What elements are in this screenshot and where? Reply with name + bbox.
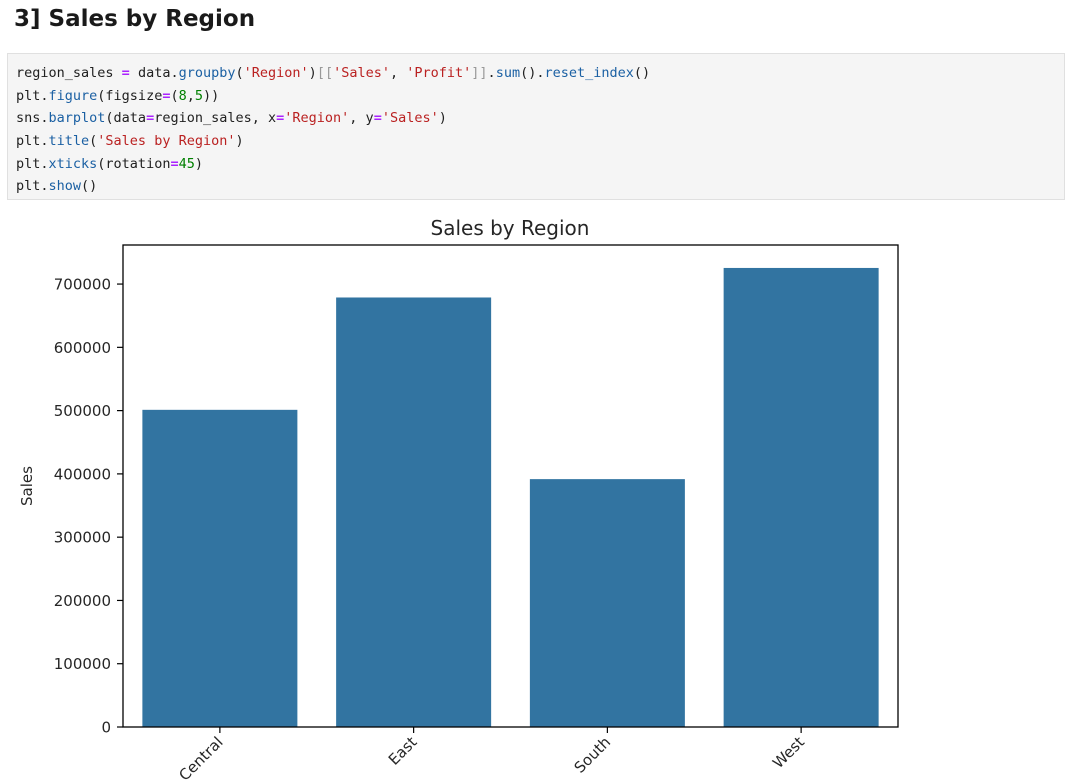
code-token: plt. (16, 133, 49, 150)
code-token: sum (495, 65, 521, 81)
code-token: plt. (16, 155, 49, 172)
code-token: 45 (178, 155, 195, 172)
code-line: plt.title('Sales by Region') (16, 130, 1064, 153)
x-tick-label: South (571, 733, 615, 777)
code-line: plt.xticks(rotation=45) (16, 153, 1064, 176)
y-tick-label: 700000 (54, 276, 111, 294)
code-token: ) (438, 110, 447, 127)
y-tick-label: 0 (101, 719, 111, 737)
code-line: sns.barplot(data=region_sales, x='Region… (16, 107, 1064, 130)
code-token: 'Sales' (381, 110, 439, 127)
x-tick-label: West (769, 733, 808, 772)
code-token: , (186, 87, 195, 104)
bar-west (723, 267, 879, 727)
code-token: (figsize (97, 87, 163, 104)
code-token: region_sales (16, 65, 122, 81)
code-token: show (48, 178, 82, 195)
code-token: () (81, 178, 98, 195)
code-token: 'Sales by Region' (97, 133, 236, 150)
code-token: ( (235, 65, 244, 81)
code-token: ) (308, 65, 317, 81)
code-token: , y (349, 110, 374, 127)
y-tick-label: 400000 (54, 465, 111, 483)
code-line: plt.figure(figsize=(8,5)) (16, 85, 1064, 108)
code-token: groupby (178, 65, 236, 81)
bar-east (336, 297, 492, 727)
code-token: ) (194, 155, 203, 172)
y-tick-label: 100000 (54, 655, 111, 673)
code-token: data. (129, 65, 179, 81)
code-line: plt.show() (16, 175, 1064, 198)
code-token: ) (235, 133, 244, 150)
y-axis-label: Sales (18, 466, 36, 506)
code-token: = (162, 87, 171, 104)
code-token: plt. (16, 178, 49, 195)
code-token: (data (105, 110, 147, 127)
code-line: region_sales = data.groupby('Region')[['… (16, 62, 1064, 85)
code-token: ( (170, 87, 179, 104)
code-token: = (170, 155, 179, 172)
axes-frame (122, 244, 899, 728)
code-token: ( (89, 133, 98, 150)
code-token: (). (520, 65, 545, 81)
code-token: reset_index (544, 65, 634, 81)
code-token: 'Profit' (406, 65, 472, 81)
bar-central (142, 409, 298, 727)
section-heading: 3] Sales by Region (14, 6, 256, 32)
code-token: = (373, 110, 382, 127)
y-tick-label: 200000 (54, 592, 111, 610)
code-token: , (389, 65, 407, 81)
code-token: () (633, 65, 651, 81)
code-token: 'Region' (284, 110, 350, 127)
code-token: sns. (16, 110, 49, 127)
y-tick-label: 500000 (54, 402, 111, 420)
code-token: 8 (178, 87, 187, 104)
code-token: title (48, 133, 90, 150)
bar-south (529, 479, 685, 727)
code-token: 'Region' (243, 65, 309, 81)
code-token: . (487, 65, 496, 81)
code-token: = (121, 65, 130, 81)
code-token: )) (203, 87, 220, 104)
code-token: ]] (471, 65, 488, 81)
code-token: [[ (316, 65, 334, 81)
code-token: xticks (48, 155, 98, 172)
code-token: region_sales, x (154, 110, 277, 127)
code-token: = (146, 110, 155, 127)
chart-title: Sales by Region (431, 216, 590, 240)
code-token: = (276, 110, 285, 127)
code-token: plt. (16, 87, 49, 104)
code-token: (rotation (97, 155, 171, 172)
code-token: 'Sales' (333, 65, 390, 81)
y-tick-label: 300000 (54, 529, 111, 547)
code-token: barplot (48, 110, 106, 127)
x-tick-label: East (385, 733, 421, 769)
x-tick-label: Central (175, 733, 226, 784)
code-token: 5 (194, 87, 204, 104)
code-token: figure (48, 87, 98, 104)
code-cell[interactable]: region_sales = data.groupby('Region')[['… (7, 53, 1065, 200)
y-tick-label: 600000 (54, 339, 111, 357)
